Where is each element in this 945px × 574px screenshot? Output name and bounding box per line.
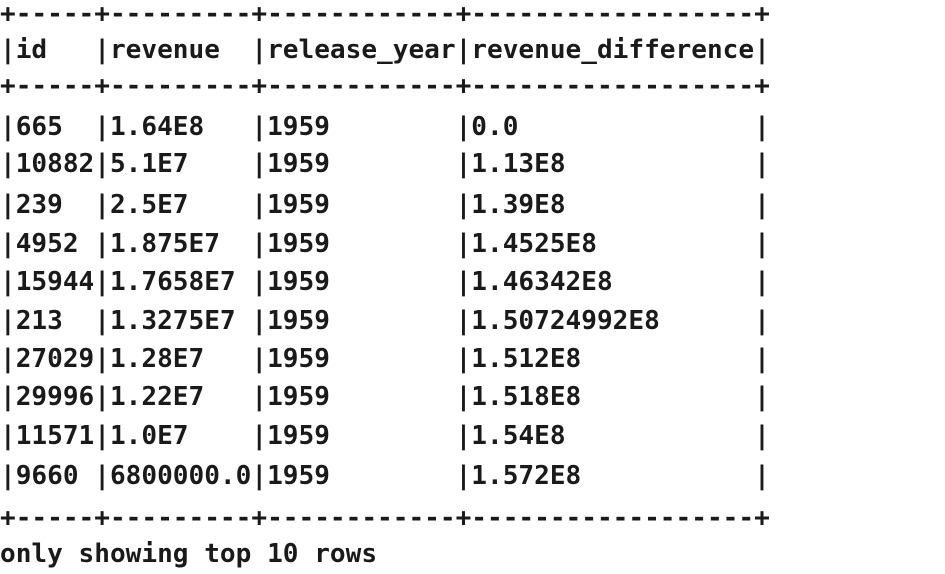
table-header-row: |id |revenue |release_year|revenue_diffe… [0, 35, 770, 65]
table-row: |15944|1.7658E7 |1959 |1.46342E8 | [0, 267, 770, 297]
table-border-bottom: +-----+---------+------------+----------… [0, 503, 770, 533]
table-row: |9660 |6800000.0|1959 |1.572E8 | [0, 461, 770, 491]
table-row: |27029|1.28E7 |1959 |1.512E8 | [0, 344, 770, 374]
table-row: |29996|1.22E7 |1959 |1.518E8 | [0, 382, 770, 412]
footer-note: only showing top 10 rows [0, 539, 378, 569]
table-row: |665 |1.64E8 |1959 |0.0 | [0, 112, 770, 142]
table-row: |239 |2.5E7 |1959 |1.39E8 | [0, 190, 770, 220]
table-row: |4952 |1.875E7 |1959 |1.4525E8 | [0, 229, 770, 259]
table-row: |10882|5.1E7 |1959 |1.13E8 | [0, 149, 770, 179]
table-border-header: +-----+---------+------------+----------… [0, 71, 770, 101]
table-row: |11571|1.0E7 |1959 |1.54E8 | [0, 421, 770, 451]
table-row: |213 |1.3275E7 |1959 |1.50724992E8 | [0, 306, 770, 336]
table-border-top: +-----+---------+------------+----------… [0, 0, 770, 29]
